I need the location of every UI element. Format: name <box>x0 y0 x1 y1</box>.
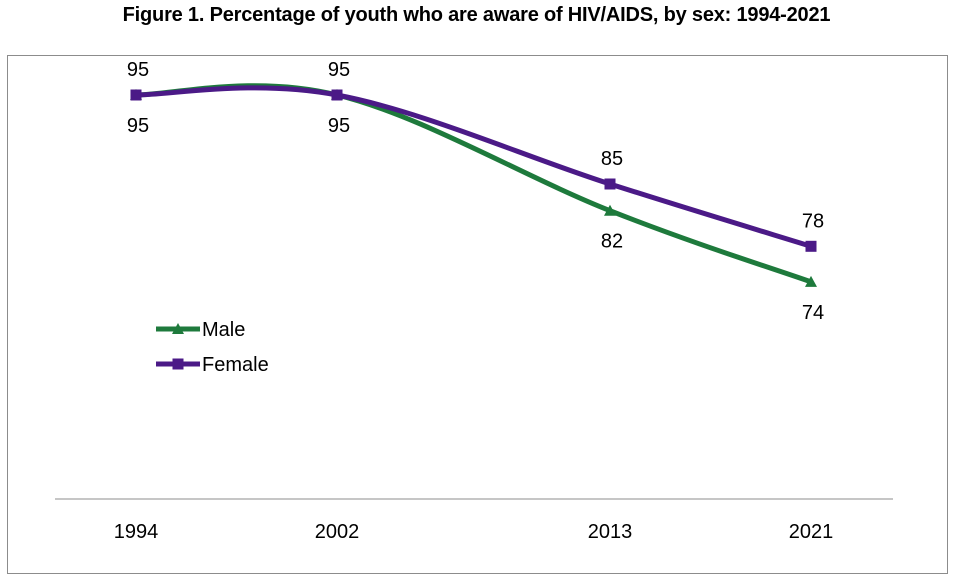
data-label-male-2002: 95 <box>328 115 350 137</box>
data-label-female-2002: 95 <box>328 59 350 81</box>
legend-label-female: Female <box>202 354 269 376</box>
data-label-female-2021: 78 <box>802 210 824 232</box>
data-label-female-2013: 85 <box>601 148 623 170</box>
data-point-female-1994 <box>130 89 142 101</box>
data-point-female-2021 <box>805 240 817 252</box>
series-line-male <box>133 83 814 285</box>
legend-marker-female <box>172 358 184 370</box>
data-point-male-2013 <box>604 204 616 216</box>
series-line-female <box>133 85 814 249</box>
data-point-female-2002 <box>331 89 343 101</box>
data-label-male-1994: 95 <box>127 115 149 137</box>
x-tick-label-1994: 1994 <box>114 521 159 543</box>
chart-title: Figure 1. Percentage of youth who are aw… <box>122 4 831 26</box>
data-label-female-1994: 95 <box>127 59 149 81</box>
legend-label-male: Male <box>202 319 245 341</box>
x-tick-label-2021: 2021 <box>789 521 834 543</box>
legend-marker-male <box>172 323 184 334</box>
x-tick-label-2013: 2013 <box>588 521 633 543</box>
x-tick-label-2002: 2002 <box>315 521 360 543</box>
data-label-male-2013: 82 <box>601 231 623 253</box>
data-point-female-2013 <box>604 178 616 190</box>
data-label-male-2021: 74 <box>802 302 824 324</box>
data-point-male-2021 <box>805 275 817 287</box>
chart-frame <box>7 55 948 574</box>
